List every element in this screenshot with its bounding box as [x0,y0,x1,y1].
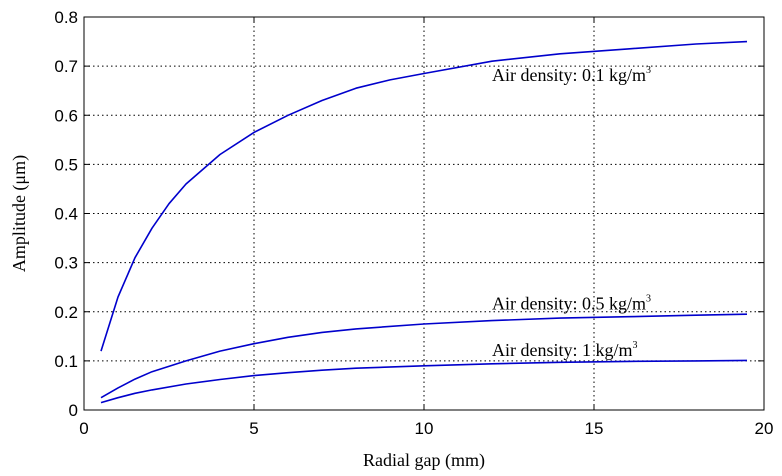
y-tick-label: 0.7 [54,57,78,76]
annotation-superscript: 3 [646,293,651,304]
x-tick-label: 10 [415,419,434,438]
x-axis-title: Radial gap (mm) [363,450,485,471]
annotation-label: Air density: 0.1 kg/m3 [492,65,651,85]
y-tick-label: 0.3 [54,254,78,273]
y-axis-title: Amplitude (μm) [9,155,30,272]
y-tick-label: 0.8 [54,8,78,27]
series-line-1 [100,40,748,352]
series-layer [100,40,748,404]
annotation-text: Air density: 0.1 kg/m [492,65,646,85]
annotation-text: Air density: 1 kg/m [492,340,633,360]
series-line-2 [100,313,748,399]
x-tick-label: 5 [249,419,258,438]
y-tick-label: 0.2 [54,303,78,322]
x-tick-label: 0 [79,419,88,438]
y-tick-label: 0 [69,401,78,420]
annotation-label: Air density: 1 kg/m3 [492,340,638,360]
annotation-label: Air density: 0.5 kg/m3 [492,293,651,313]
y-tick-label: 0.5 [54,155,78,174]
annotation-superscript: 3 [646,65,651,76]
annotation-text: Air density: 0.5 kg/m [492,293,646,313]
x-tick-label: 20 [755,419,774,438]
y-tick-label: 0.4 [54,205,78,224]
annotation-superscript: 3 [633,340,638,351]
y-tick-label: 0.6 [54,106,78,125]
x-tick-label: 15 [585,419,604,438]
series-line-3 [100,359,748,404]
grid-lines [84,17,764,410]
y-tick-label: 0.1 [54,352,78,371]
axis-ticks: 0 5 10 15 20 0 0.1 0.2 0.3 0.4 0.5 0.6 0.7 0.8 [54,8,773,438]
